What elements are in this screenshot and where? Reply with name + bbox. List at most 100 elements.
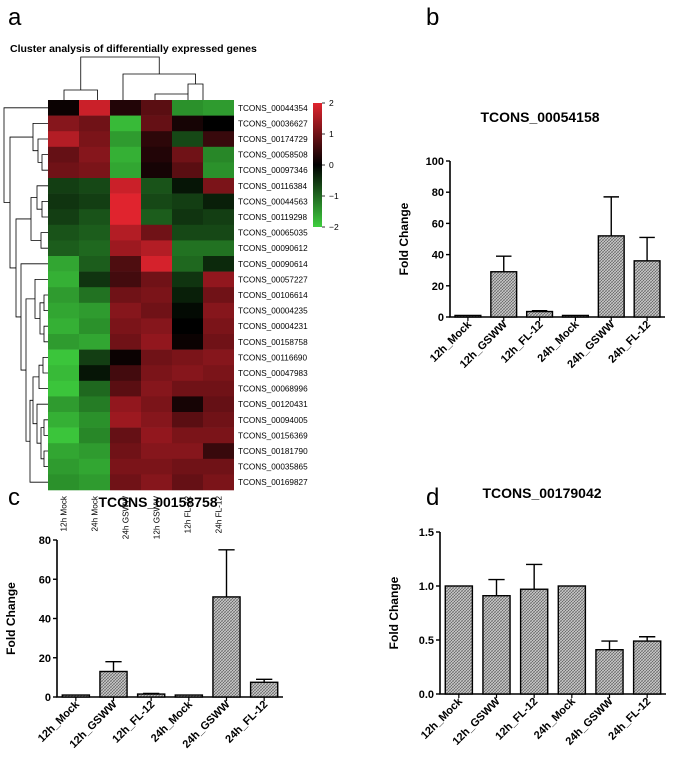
heatmap-cell: [203, 256, 234, 272]
heatmap-column-label: 12h Mock: [60, 495, 69, 531]
heatmap-row-label: TCONS_00116384: [238, 182, 307, 191]
heatmap-cell: [48, 474, 79, 491]
error-bar: [256, 678, 273, 683]
bar: [561, 314, 590, 318]
heatmap-cell: [203, 240, 234, 257]
error-bar: [601, 640, 618, 650]
heatmap-cell: [203, 287, 234, 304]
y-tick-label: 60: [432, 218, 444, 230]
bar: [61, 694, 91, 698]
heatmap-cell: [141, 224, 172, 241]
heatmap-row-label: TCONS_00004235: [238, 307, 308, 316]
heatmap-cell: [48, 396, 79, 413]
heatmap-cell: [79, 318, 110, 335]
heatmap-cell: [172, 193, 203, 210]
heatmap-cell: [141, 115, 172, 132]
heatmap-cell: [203, 349, 234, 366]
heatmap-cell: [79, 146, 110, 163]
heatmap-cell: [110, 380, 141, 397]
error-bar: [639, 236, 655, 261]
y-tick-label: 0: [45, 692, 51, 704]
heatmap-cell: [141, 443, 172, 460]
heatmap-cell: [48, 131, 79, 148]
panel-label-d: d: [426, 484, 439, 511]
heatmap-cell: [141, 427, 172, 444]
error-bar: [105, 660, 122, 672]
heatmap-cell: [110, 131, 141, 148]
heatmap-cell: [48, 380, 79, 397]
heatmap-cell: [110, 240, 141, 257]
bar: [212, 596, 241, 698]
panel-label-a: a: [8, 4, 22, 31]
y-tick-label: 1.5: [419, 527, 434, 539]
heatmap-cell: [48, 193, 79, 210]
heatmap-cell: [79, 209, 110, 226]
bar: [525, 310, 554, 318]
heatmap-cell: [203, 209, 234, 226]
heatmap-row-label: TCONS_00156369: [238, 431, 308, 440]
heatmap-cell: [48, 318, 79, 335]
heatmap-cell: [79, 256, 110, 272]
heatmap-cell: [48, 334, 79, 350]
heatmap-cell: [141, 271, 172, 288]
heatmap-cell: [141, 162, 172, 179]
error-bar: [526, 563, 543, 590]
heatmap-cell: [48, 287, 79, 304]
panel-label-b: b: [426, 4, 439, 31]
heatmap-cell: [203, 365, 234, 382]
heatmap-row-label: TCONS_00106614: [238, 291, 308, 300]
heatmap-cell: [203, 458, 234, 475]
heatmap-cell: [141, 334, 172, 350]
heatmap-cell: [48, 178, 79, 194]
heatmap-cell: [48, 162, 79, 179]
heatmap-column-label: 12h GSWW: [153, 496, 162, 539]
heatmap-cell: [141, 146, 172, 163]
bar: [174, 694, 204, 698]
heatmap-column-labels: 12h Mock 24h Mock 24h GSWW 12h GSWW 12h FL-1…: [60, 495, 224, 539]
heatmap-cell: [110, 100, 141, 116]
heatmap-column-label: 12h FL-12: [184, 496, 193, 534]
heatmap-cell: [141, 100, 172, 116]
heatmap-cell: [172, 178, 203, 194]
heatmap-row-label: TCONS_00120431: [238, 400, 308, 409]
y-tick-label: 1.0: [419, 581, 434, 593]
heatmap-cell: [110, 349, 141, 366]
heatmap-cell: [48, 349, 79, 366]
heatmap-cell: [172, 318, 203, 335]
heatmap-cell: [110, 271, 141, 288]
heatmap-cell: [172, 380, 203, 397]
heatmap-cell: [110, 256, 141, 272]
heatmap-row-label: TCONS_00181790: [238, 447, 308, 456]
axes: [439, 532, 666, 695]
heatmap-row-labels: TCONS_00044354 TCONS_00036627 TCONS_001747…: [238, 104, 308, 487]
heatmap-cell: [110, 146, 141, 163]
error-bar: [639, 636, 656, 642]
heatmap-cell: [141, 131, 172, 148]
heatmap-cell: [172, 412, 203, 428]
heatmap-cell: [110, 287, 141, 304]
axes: [56, 540, 283, 698]
panel-label-c: c: [8, 484, 20, 511]
heatmap-cell: [110, 443, 141, 460]
chart-title: TCONS_00158758: [98, 494, 217, 510]
heatmap-cell: [48, 458, 79, 475]
error-bar: [531, 310, 548, 312]
heatmap-cell: [203, 146, 234, 163]
heatmap-cell: [79, 474, 110, 491]
heatmap-row-label: TCONS_00097346: [238, 166, 308, 175]
heatmap-cell: [172, 443, 203, 460]
heatmap-cell: [79, 224, 110, 241]
heatmap-cell: [110, 474, 141, 491]
heatmap-cell: [172, 240, 203, 257]
heatmap-row-label: TCONS_00119298: [238, 213, 307, 222]
heatmap-cell: [141, 256, 172, 272]
heatmap-cell: [172, 115, 203, 132]
heatmap-row-label: TCONS_00004231: [238, 322, 308, 331]
heatmap-cell: [48, 412, 79, 428]
heatmap-cell: [79, 396, 110, 413]
heatmap-cell: [203, 412, 234, 428]
heatmap-cell: [141, 209, 172, 226]
